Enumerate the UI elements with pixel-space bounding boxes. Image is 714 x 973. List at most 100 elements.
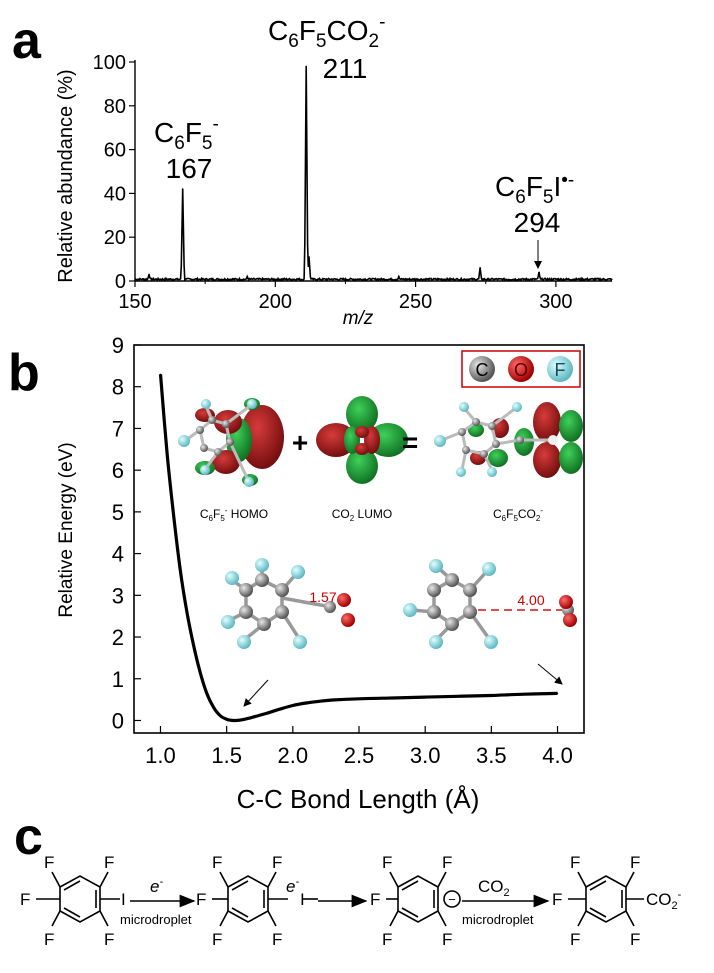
ann-211-mass: 211 <box>323 53 368 84</box>
oxygen-sphere-icon <box>508 356 534 382</box>
x-tick-label: 3.0 <box>410 743 441 768</box>
svg-text:F: F <box>44 930 54 949</box>
energy-curve-point <box>265 712 267 714</box>
y-tick-label: 4 <box>112 542 124 567</box>
y-tick-label: 2 <box>112 625 124 650</box>
fluorine-sphere-icon <box>547 356 573 382</box>
ann-211-charge: - <box>379 12 385 33</box>
svg-text:F: F <box>442 853 452 872</box>
ann-294-c: C <box>495 171 515 202</box>
svg-text:F: F <box>552 890 562 909</box>
ann-167-mass: 167 <box>166 153 213 184</box>
pentafluorobenzoate-structure: F F F F F CO2- <box>552 853 682 949</box>
mass-spectrum-x-axis-label: m/z <box>343 308 374 329</box>
bond-length-label-short: 1.57 <box>309 589 336 605</box>
panel-letter-b: b <box>8 344 40 402</box>
mass-spectrum-ticks: 150 200 250 300 0 20 40 60 80 100 <box>93 52 573 313</box>
orbital-equals-sign: = <box>402 427 418 458</box>
energy-curve-point <box>391 697 393 699</box>
c6f5co2-orbital-image <box>434 402 583 478</box>
spectrum-peak-point <box>308 256 310 258</box>
energy-curve-point <box>239 719 241 721</box>
y-tick-label: 20 <box>104 227 126 249</box>
svg-text:I: I <box>300 890 305 909</box>
mass-spectrum-y-axis-label: Relative abundance (%) <box>55 69 77 282</box>
spectrum-peak-point <box>305 65 307 68</box>
energy-curve-point <box>318 700 320 702</box>
y-tick-label: 3 <box>112 583 124 608</box>
energy-curve-point <box>186 611 188 613</box>
energy-curve-point <box>206 692 208 694</box>
x-tick-label: 1.0 <box>145 743 176 768</box>
panel-letter-a: a <box>12 12 42 70</box>
ann-211-sub1: 6 <box>288 31 299 52</box>
mass-spectrum-trace <box>134 66 613 282</box>
carbon-sphere-icon <box>469 356 495 382</box>
spectrum-peak-point <box>397 275 400 278</box>
homo-caption: C6F5- HOMO <box>200 506 268 523</box>
ann-167-sub1: 6 <box>174 133 185 154</box>
x-tick-label: 4.0 <box>542 743 573 768</box>
svg-text:F: F <box>630 853 640 872</box>
ann-167-charge: - <box>213 114 219 135</box>
x-tick-label: 250 <box>399 291 432 313</box>
ann-294-mass: 294 <box>514 207 561 238</box>
energy-x-axis-label: C-C Bond Length (Å) <box>237 784 480 814</box>
spectrum-peak-point <box>246 275 249 278</box>
svg-text:C6F5I•-: C6F5I•- <box>495 170 574 208</box>
energy-curve-point <box>556 692 559 694</box>
y-tick-label: 0 <box>115 271 126 293</box>
svg-text:F: F <box>20 890 30 909</box>
svg-text:F: F <box>44 853 54 872</box>
energy-curve-point <box>424 696 426 698</box>
svg-text:CO2: CO2 <box>478 877 510 899</box>
ann-294-tail: I <box>554 171 562 202</box>
svg-text:F: F <box>196 890 206 909</box>
svg-text:F: F <box>442 930 452 949</box>
energy-curve-point <box>219 714 221 717</box>
energy-curve-point <box>179 569 181 571</box>
energy-curve-point <box>490 694 492 697</box>
svg-text:F: F <box>272 930 282 949</box>
energy-curve-point <box>192 644 195 646</box>
ann-294-sub1: 6 <box>515 187 526 208</box>
ann-167-f: F <box>185 117 202 148</box>
svg-text:F: F <box>212 930 222 949</box>
spectrum-peak-point <box>479 267 481 269</box>
y-tick-label: 7 <box>112 416 124 441</box>
energy-curve-point <box>245 718 248 720</box>
product-caption: C6F5CO2- <box>493 506 543 523</box>
svg-text:F: F <box>104 930 114 949</box>
y-tick-label: 40 <box>104 183 126 205</box>
x-tick-label: 300 <box>539 291 572 313</box>
y-tick-label: 9 <box>112 333 124 358</box>
x-tick-label: 2.0 <box>278 743 309 768</box>
svg-text:CO2-: CO2- <box>646 889 682 912</box>
orbital-plus-sign: + <box>292 427 308 458</box>
energy-curve-point <box>278 708 281 710</box>
energy-curve-point <box>523 693 526 695</box>
svg-text:F: F <box>382 930 392 949</box>
ann-167-c: C <box>154 117 174 148</box>
anion-charge-icon: − <box>448 892 456 907</box>
energy-curve-point <box>173 515 175 517</box>
y-tick-label: 5 <box>112 500 124 525</box>
svg-text:C6F5-: C6F5- <box>154 114 219 154</box>
x-tick-label: 3.5 <box>476 743 507 768</box>
panel-letter-c: c <box>14 808 43 866</box>
element-legend: C O F <box>461 350 581 388</box>
svg-text:C6F5CO2-: C6F5CO2- <box>268 12 385 52</box>
energy-curve-point <box>199 671 201 674</box>
spectrum-peak-point <box>148 273 150 276</box>
energy-curve-point <box>226 718 228 720</box>
legend-carbon-label: C <box>476 360 489 380</box>
svg-text:F: F <box>570 930 580 949</box>
ann-211-sub3: 2 <box>369 31 380 52</box>
co2-lumo-orbital-image <box>316 396 408 484</box>
pentafluorophenyl-anion-structure: F F F F F − <box>370 853 461 949</box>
svg-text:F: F <box>630 930 640 949</box>
ann-294-f: F <box>526 171 543 202</box>
